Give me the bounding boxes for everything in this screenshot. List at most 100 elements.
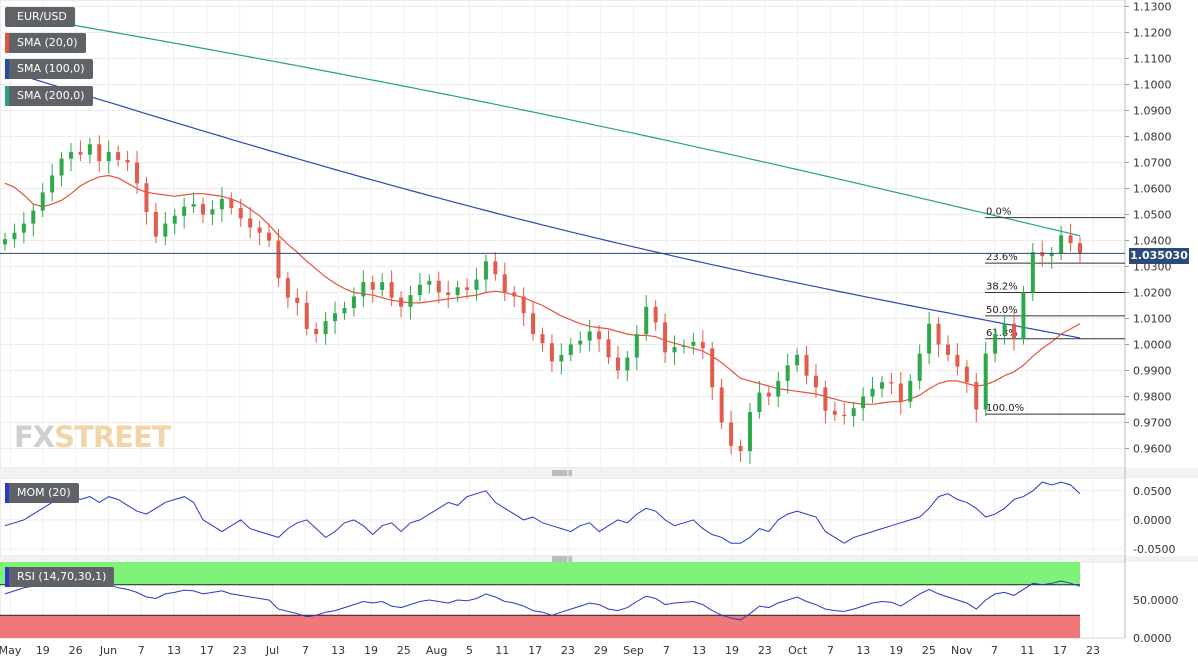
y-tick-label: 1.1200 <box>1133 27 1172 40</box>
candle-body <box>747 412 752 452</box>
candle-body <box>361 282 366 297</box>
y-tick-label: 1.0200 <box>1133 287 1172 300</box>
mom-line <box>4 481 1081 544</box>
fib-level-label: 50.0% <box>986 305 1018 316</box>
candle-body <box>182 206 187 216</box>
candle-body <box>50 175 55 193</box>
rsi-overbought-band <box>0 562 1080 585</box>
y-tick-label: 0.9800 <box>1133 391 1172 404</box>
y-tick-label: 0.9700 <box>1133 417 1172 430</box>
fib-level-label: 38.2% <box>986 282 1018 293</box>
rsi-label[interactable]: RSI (14,70,30,1) <box>5 567 115 587</box>
candle-body <box>380 282 385 290</box>
candle-body <box>625 357 630 371</box>
candle-body <box>474 279 479 290</box>
candle-body <box>955 354 960 367</box>
candle-body <box>644 306 649 335</box>
x-tick-label: Aug <box>426 644 447 657</box>
candle-body <box>578 340 583 345</box>
candle-body <box>285 278 290 298</box>
candle-body <box>813 375 818 388</box>
candle-body <box>210 209 215 215</box>
x-tick-label: 19 <box>889 644 903 657</box>
candle-body <box>672 347 677 353</box>
candle-body <box>201 204 206 215</box>
candle-body <box>710 348 715 388</box>
candle-body <box>446 292 451 296</box>
y-tick-label: 1.0400 <box>1133 235 1172 248</box>
x-tick-label: 19 <box>364 644 378 657</box>
candle-body <box>21 223 26 233</box>
panel-splitter-2 <box>0 556 1198 562</box>
candle-body <box>653 306 658 323</box>
candle-body <box>842 414 847 416</box>
candle-body <box>31 210 36 224</box>
candle-body <box>1078 243 1082 254</box>
candle-body <box>229 198 234 208</box>
candle-body <box>493 261 498 275</box>
sma100-label[interactable]: SMA (100,0) <box>5 59 93 79</box>
candle-body <box>304 302 309 329</box>
candle-body <box>87 144 92 155</box>
y-tick-label: 1.1300 <box>1133 1 1172 14</box>
candle-body <box>144 183 149 212</box>
candle-body <box>59 158 64 176</box>
mom-label[interactable]: MOM (20) <box>5 483 79 503</box>
candle-body <box>823 387 828 411</box>
x-tick-label: 23 <box>561 644 575 657</box>
candle-body <box>870 388 875 397</box>
candle-body <box>1011 323 1016 338</box>
candle-body <box>267 232 272 241</box>
candle-body <box>776 380 781 397</box>
candle-body <box>1002 323 1007 335</box>
candle-body <box>766 392 771 397</box>
x-tick-label: 7 <box>138 644 145 657</box>
y-tick-label: 1.0000 <box>1133 339 1172 352</box>
candle-body <box>521 296 526 314</box>
candle-body <box>597 331 602 340</box>
fib-level-label: 61.8% <box>986 328 1018 339</box>
candle-body <box>172 215 177 224</box>
candle-body <box>455 287 460 296</box>
candle-body <box>238 208 243 219</box>
candle-body <box>97 144 102 162</box>
sma200-label[interactable]: SMA (200,0) <box>5 86 93 106</box>
rsi-line <box>4 580 1081 621</box>
candle-body <box>663 322 668 353</box>
candle-body <box>135 162 140 184</box>
candle-body <box>3 239 7 245</box>
candle-body <box>549 343 554 362</box>
rsi-y-tick-label: 0.0000 <box>1133 632 1172 645</box>
fib-level-label: 100.0% <box>986 403 1024 414</box>
x-tick-label: 19 <box>36 644 50 657</box>
sma100-line <box>4 69 1081 339</box>
candle-body <box>106 152 111 162</box>
candle-body <box>12 232 17 240</box>
candle-body <box>163 223 168 237</box>
symbol-label[interactable]: EUR/USD <box>5 7 75 27</box>
candle-body <box>974 382 979 410</box>
sma20-label[interactable]: SMA (20,0) <box>5 33 86 53</box>
candle-body <box>427 280 432 285</box>
mom-y-tick-label: 0.0500 <box>1133 485 1172 498</box>
panel-frame-0 <box>0 0 1126 469</box>
mom-y-tick-label: 0.0000 <box>1133 514 1172 527</box>
candle-body <box>738 445 743 452</box>
candle-body <box>615 357 620 371</box>
candle-body <box>531 313 536 335</box>
candle-body <box>879 382 884 389</box>
x-tick-label: Jun <box>99 644 117 657</box>
fib-level-label: 0.0% <box>986 207 1011 218</box>
candle-body <box>861 396 866 409</box>
candle-body <box>465 287 470 290</box>
candle-body <box>757 392 762 413</box>
x-tick-label: 23 <box>1086 644 1100 657</box>
candle-body <box>436 280 441 293</box>
candle-body <box>983 353 988 410</box>
candle-body <box>78 152 83 155</box>
candle-body <box>681 345 686 348</box>
candle-body <box>1068 235 1073 244</box>
x-tick-label: Sep <box>623 644 644 657</box>
candle-body <box>804 354 809 376</box>
